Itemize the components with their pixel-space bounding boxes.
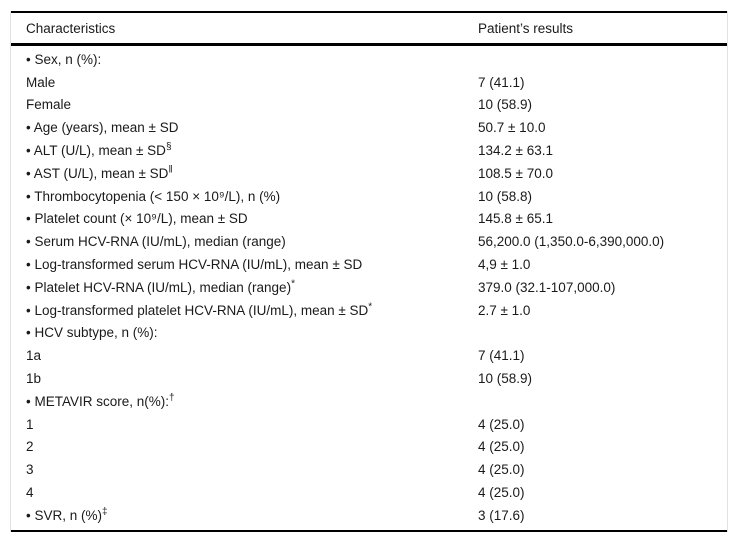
header-characteristics: Characteristics xyxy=(26,20,116,36)
table-row: Female 10 (58.9) xyxy=(11,94,727,117)
characteristics-table: Characteristics Patient’s results • Sex,… xyxy=(10,11,728,532)
characteristic-label: Female xyxy=(26,97,72,113)
table-row: 2 4 (25.0) xyxy=(11,436,727,459)
table-row: 4 4 (25.0) xyxy=(11,481,727,504)
result-cell: 4 (25.0) xyxy=(478,416,525,432)
characteristic-label: • Platelet count (× 10⁹/L), mean ± SD xyxy=(26,211,248,227)
characteristic-cell: 4 xyxy=(11,485,478,500)
table-body: • Sex, n (%): Male 7 (41.1) Female 10 (58.9)… xyxy=(11,46,727,532)
result-cell: 134.2 ± 63.1 xyxy=(478,143,553,159)
table-row: • METAVIR score, n(%):† xyxy=(11,390,727,413)
characteristic-cell: 1b xyxy=(11,371,478,386)
characteristic-label: • Serum HCV-RNA (IU/mL), median (range) xyxy=(26,234,286,250)
table-row: • HCV subtype, n (%): xyxy=(11,322,727,345)
table-row: 1b 10 (58.9) xyxy=(11,367,727,390)
result-cell: 4,9 ± 1.0 xyxy=(478,257,531,273)
footnote-marker: † xyxy=(169,392,175,404)
table-row: • Age (years), mean ± SD 50.7 ± 10.0 xyxy=(11,116,727,139)
result-cell: 7 (41.1) xyxy=(478,348,525,364)
table-header-row: Characteristics Patient’s results xyxy=(11,11,727,46)
header-patients-results: Patient’s results xyxy=(478,20,574,36)
characteristic-label: • Log-transformed platelet HCV-RNA (IU/m… xyxy=(26,302,369,318)
table-row: • AST (U/L), mean ± SD‖ 108.5 ± 70.0 xyxy=(11,162,727,185)
result-cell: 4 (25.0) xyxy=(478,462,525,478)
result-cell: 3 (17.6) xyxy=(478,507,525,523)
table-row: • Sex, n (%): xyxy=(11,48,727,71)
characteristic-label: • Platelet HCV-RNA (IU/mL), median (rang… xyxy=(26,279,292,295)
table-row: • ALT (U/L), mean ± SD§ 134.2 ± 63.1 xyxy=(11,139,727,162)
characteristic-cell: • AST (U/L), mean ± SD‖ xyxy=(11,164,478,181)
result-cell: 10 (58.9) xyxy=(478,371,533,387)
footnote-marker: § xyxy=(165,141,172,153)
table-row: • Log-transformed serum HCV-RNA (IU/mL),… xyxy=(11,253,727,276)
characteristic-label: 1 xyxy=(26,416,34,432)
characteristic-label: • HCV subtype, n (%): xyxy=(26,325,158,341)
characteristic-label: 2 xyxy=(26,439,34,455)
characteristic-label: • Thrombocytopenia (< 150 × 10⁹/L), n (%… xyxy=(26,188,281,204)
characteristic-cell: • Thrombocytopenia (< 150 × 10⁹/L), n (%… xyxy=(11,189,478,204)
footnote-marker: ‡ xyxy=(102,506,108,518)
characteristic-cell: • HCV subtype, n (%): xyxy=(11,325,478,340)
characteristic-label: • AST (U/L), mean ± SD xyxy=(26,165,169,181)
result-cell: 7 (41.1) xyxy=(478,74,525,90)
result-cell: 10 (58.8) xyxy=(478,188,533,204)
characteristic-cell: • ALT (U/L), mean ± SD§ xyxy=(11,141,478,159)
result-cell: 4 (25.0) xyxy=(478,439,525,455)
table-row: • Serum HCV-RNA (IU/mL), median (range) 5… xyxy=(11,230,727,253)
table-row: • Platelet HCV-RNA (IU/mL), median (rang… xyxy=(11,276,727,299)
characteristic-cell: • Platelet count (× 10⁹/L), mean ± SD xyxy=(11,211,478,226)
characteristic-cell: • Age (years), mean ± SD xyxy=(11,120,478,135)
characteristic-cell: Male xyxy=(11,75,478,90)
characteristic-label: • Age (years), mean ± SD xyxy=(26,120,179,136)
characteristic-cell: 2 xyxy=(11,439,478,454)
characteristic-label: • Log-transformed serum HCV-RNA (IU/mL),… xyxy=(26,257,363,273)
characteristic-cell: 1 xyxy=(11,417,478,432)
result-cell: 10 (58.9) xyxy=(478,97,533,113)
table-row: 1 4 (25.0) xyxy=(11,413,727,436)
table-row: 3 4 (25.0) xyxy=(11,458,727,481)
characteristic-cell: • Sex, n (%): xyxy=(11,52,478,67)
characteristic-cell: • Platelet HCV-RNA (IU/mL), median (rang… xyxy=(11,278,478,295)
characteristic-label: 1b xyxy=(26,371,42,387)
table-row: Male 7 (41.1) xyxy=(11,71,727,94)
characteristic-cell: 3 xyxy=(11,462,478,477)
characteristic-label: • SVR, n (%) xyxy=(26,507,102,523)
characteristic-label: • ALT (U/L), mean ± SD xyxy=(26,143,166,159)
characteristic-label: 1a xyxy=(26,348,42,364)
characteristic-cell: Female xyxy=(11,97,478,112)
characteristic-label: 3 xyxy=(26,462,34,478)
characteristic-cell: • METAVIR score, n(%):† xyxy=(11,392,478,409)
characteristic-cell: • SVR, n (%)‡ xyxy=(11,506,478,523)
footnote-marker: * xyxy=(291,278,295,290)
characteristic-cell: • Log-transformed serum HCV-RNA (IU/mL),… xyxy=(11,257,478,272)
characteristic-label: • METAVIR score, n(%): xyxy=(26,393,169,409)
table-row: • SVR, n (%)‡ 3 (17.6) xyxy=(11,504,727,527)
table-row: 1a 7 (41.1) xyxy=(11,344,727,367)
characteristic-cell: • Serum HCV-RNA (IU/mL), median (range) xyxy=(11,234,478,249)
result-cell: 2.7 ± 1.0 xyxy=(478,302,531,318)
footnote-marker: * xyxy=(368,301,373,313)
footnote-marker: ‖ xyxy=(168,164,173,176)
characteristic-label: Male xyxy=(26,74,56,90)
result-cell: 379.0 (32.1-107,000.0) xyxy=(478,279,616,295)
table-row: • Platelet count (× 10⁹/L), mean ± SD 145… xyxy=(11,208,727,231)
characteristic-label: 4 xyxy=(26,485,34,501)
result-cell: 50.7 ± 10.0 xyxy=(478,120,546,136)
result-cell: 4 (25.0) xyxy=(478,485,525,501)
table-row: • Thrombocytopenia (< 150 × 10⁹/L), n (%… xyxy=(11,185,727,208)
characteristic-cell: 1a xyxy=(11,348,478,363)
characteristic-cell: • Log-transformed platelet HCV-RNA (IU/m… xyxy=(11,301,478,318)
characteristic-label: • Sex, n (%): xyxy=(26,51,102,67)
result-cell: 56,200.0 (1,350.0-6,390,000.0) xyxy=(478,234,665,250)
table-row: • Log-transformed platelet HCV-RNA (IU/m… xyxy=(11,299,727,322)
result-cell: 145.8 ± 65.1 xyxy=(478,211,553,227)
result-cell: 108.5 ± 70.0 xyxy=(478,165,553,181)
